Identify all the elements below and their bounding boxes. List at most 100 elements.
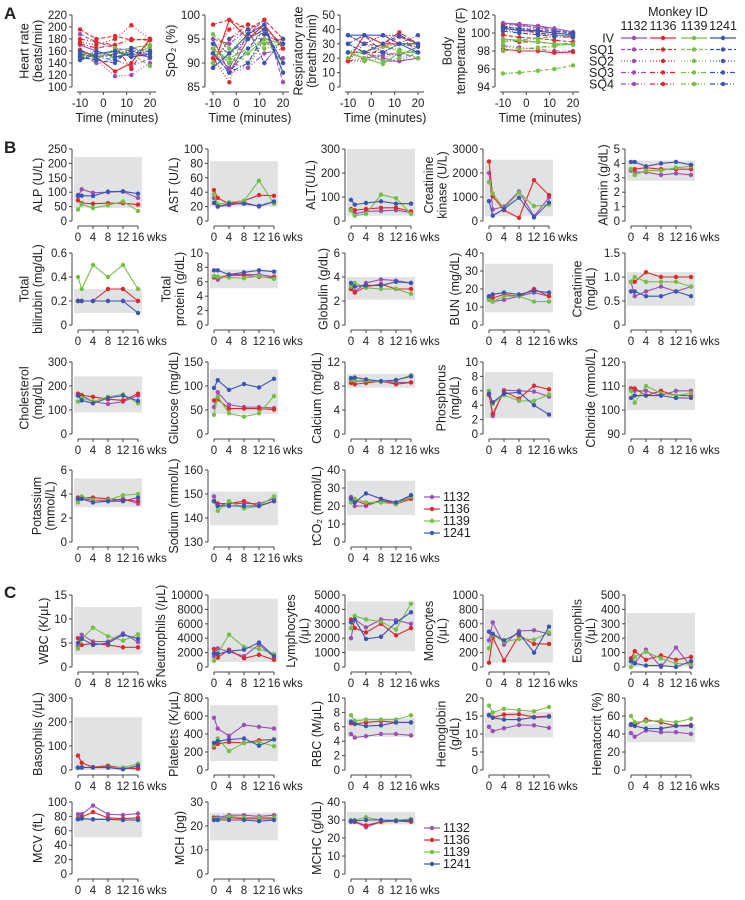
x-tick-label: 0 <box>211 781 217 793</box>
data-point <box>211 740 217 746</box>
data-point <box>75 399 81 404</box>
data-point <box>408 493 414 498</box>
y-tick-label: 20 <box>54 855 67 867</box>
y-axis-label: Platelets (K/μL) <box>167 691 181 777</box>
series-1132 <box>211 715 277 738</box>
data-point <box>531 715 537 720</box>
series-1136 <box>211 646 277 662</box>
data-point <box>352 375 357 380</box>
data-point <box>501 391 507 396</box>
data-point <box>226 272 232 277</box>
data-point <box>552 50 557 55</box>
x-tick-label: 0 <box>348 678 354 690</box>
y-tick-label: 50 <box>190 405 203 417</box>
data-point <box>352 818 357 824</box>
data-point <box>673 664 679 670</box>
x-tick-label: -10 <box>72 98 89 110</box>
y-tick-label: 90 <box>187 58 200 70</box>
y-tick-label: 0 <box>614 320 620 332</box>
data-point <box>378 192 384 197</box>
data-point <box>79 765 84 770</box>
data-point <box>241 276 247 281</box>
y-tick-label: 200 <box>48 158 67 170</box>
data-point <box>517 22 522 28</box>
data-point <box>256 503 262 509</box>
y-tick-label: 1000 <box>314 648 340 660</box>
y-tick-label: 60 <box>190 173 203 185</box>
data-point <box>352 617 357 622</box>
legend-marker <box>631 70 637 75</box>
x-tick-label: 12 <box>117 336 130 348</box>
x-unit-label: wks <box>282 553 303 565</box>
data-point <box>352 500 357 505</box>
data-point <box>211 817 217 823</box>
data-point <box>490 191 495 196</box>
data-point <box>378 817 384 823</box>
y-tick-label: 500 <box>601 590 620 602</box>
x-tick-label: 0 <box>348 445 354 457</box>
data-point <box>397 56 402 61</box>
data-point <box>362 50 367 55</box>
data-point <box>215 646 220 651</box>
x-tick-label: 12 <box>253 336 266 348</box>
y-tick-label: 0 <box>197 320 203 332</box>
x-tick-label: 8 <box>516 232 522 244</box>
legend-marker <box>429 825 435 831</box>
data-point <box>688 716 694 721</box>
series-line <box>502 43 574 52</box>
data-point <box>79 187 84 192</box>
data-point <box>75 640 81 646</box>
data-point <box>215 508 220 513</box>
x-tick-label: 0 <box>75 781 81 793</box>
y-tick-label: 120 <box>48 70 67 82</box>
y-tick-label: 150 <box>48 173 67 185</box>
x-tick-label: 0 <box>211 232 217 244</box>
series-1241 <box>211 640 277 659</box>
data-point <box>120 767 126 772</box>
chart-chloride-mmol-l: 90 100 110 120 0 4 8 12 16 wks Chloride (mmol/L) <box>584 348 720 457</box>
data-point <box>105 298 111 304</box>
data-point <box>352 735 357 740</box>
data-point <box>256 411 262 416</box>
y-tick-label: 400 <box>459 633 478 645</box>
series-1241 <box>628 393 694 401</box>
y-tick-label: 150 <box>184 357 203 369</box>
data-point <box>227 51 232 56</box>
y-tick-label: 800 <box>184 693 203 705</box>
data-point <box>486 159 492 164</box>
data-point <box>120 638 126 643</box>
data-point <box>215 204 220 209</box>
data-point <box>632 279 637 284</box>
data-point <box>135 636 141 641</box>
data-point <box>112 57 118 63</box>
data-point <box>75 636 81 641</box>
x-tick-label: 16 <box>268 232 281 244</box>
y-axis-label: Calcium (mg/dL) <box>310 352 324 444</box>
data-point <box>643 289 649 294</box>
y-tick-label: 12 <box>327 357 340 369</box>
y-tick-label: 80 <box>54 811 67 823</box>
y-axis-label: AST (U/L) <box>167 157 181 212</box>
data-point <box>546 630 552 635</box>
data-point <box>531 288 537 293</box>
data-point <box>135 763 141 768</box>
series-1241 <box>211 499 277 509</box>
y-axis-label: MCH (pg) <box>173 811 187 865</box>
legend-route-label: SQ3 <box>589 66 614 80</box>
data-point <box>516 630 522 636</box>
data-point <box>120 632 126 638</box>
data-point <box>215 817 220 823</box>
data-point <box>210 65 216 71</box>
x-tick-label: 0 <box>486 232 492 244</box>
data-point <box>348 713 354 718</box>
y-axis-label: (/μL) <box>297 618 311 644</box>
data-point <box>256 652 262 657</box>
data-point <box>256 739 262 745</box>
legend-monkey-id: 1132 <box>621 19 648 33</box>
series-1241 <box>486 390 552 417</box>
x-tick-label: 4 <box>226 336 233 348</box>
